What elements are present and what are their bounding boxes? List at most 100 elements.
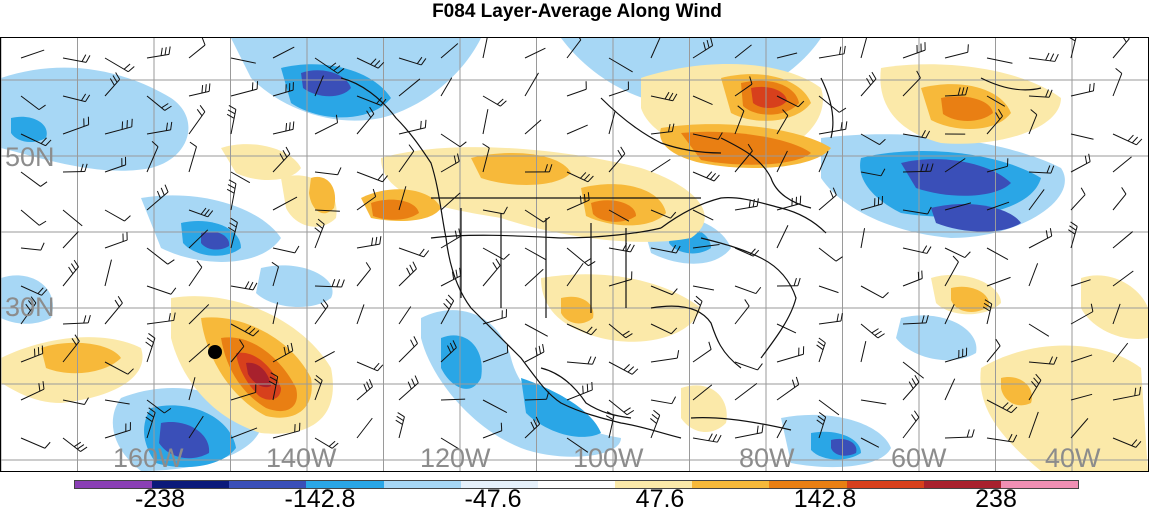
wind-barb bbox=[189, 105, 205, 134]
wind-barb bbox=[63, 315, 90, 324]
wind-barb bbox=[63, 438, 87, 452]
color-scale-labels: -238 -142.8 -47.6 47.6 142.8 238 bbox=[0, 487, 1154, 511]
wind-barb bbox=[189, 83, 210, 96]
wind-barb bbox=[63, 55, 90, 63]
scale-label: -47.6 bbox=[465, 487, 522, 511]
wind-barb bbox=[777, 225, 788, 248]
wind-barb bbox=[483, 96, 506, 106]
wind-barb bbox=[441, 438, 460, 449]
location-marker bbox=[208, 345, 222, 359]
wind-barb bbox=[651, 350, 679, 362]
wind-barb bbox=[903, 42, 925, 58]
wind-barb bbox=[399, 307, 411, 324]
wind-barb bbox=[945, 44, 968, 58]
wind-barb bbox=[63, 210, 82, 226]
wind-barb bbox=[777, 346, 804, 362]
wind-barb bbox=[441, 268, 461, 286]
wind-barb bbox=[861, 286, 889, 298]
scale-label: 238 bbox=[975, 487, 1017, 511]
wind-barb bbox=[1068, 222, 1077, 248]
wind-barb bbox=[817, 338, 826, 362]
wind-barb bbox=[399, 120, 426, 134]
wind-barb bbox=[147, 286, 176, 294]
wind-barb bbox=[273, 121, 294, 134]
wind-barb bbox=[357, 379, 372, 400]
wind-barb bbox=[567, 125, 588, 134]
weather-map: 50N 30N 160W 140W 120W 100W 80W 60W 40W bbox=[0, 37, 1149, 472]
wind-barb bbox=[693, 172, 719, 181]
wind-barb bbox=[231, 281, 257, 289]
wind-barb bbox=[1029, 228, 1052, 248]
wind-barb bbox=[227, 105, 236, 134]
wind-barb bbox=[1113, 187, 1126, 210]
wind-barb bbox=[861, 324, 885, 338]
wind-barb bbox=[567, 81, 586, 96]
wind-barb bbox=[777, 377, 799, 400]
wind-barb bbox=[525, 48, 545, 58]
wind-barb bbox=[693, 434, 721, 443]
wind-barb bbox=[441, 229, 461, 248]
wind-barb bbox=[651, 159, 670, 172]
wind-barb bbox=[357, 304, 364, 324]
wind-barb bbox=[903, 362, 924, 378]
wind-barb bbox=[357, 236, 381, 248]
wind-barb bbox=[1113, 68, 1122, 96]
wind-barb bbox=[147, 313, 175, 324]
wind-barb bbox=[483, 259, 500, 286]
wind-barb bbox=[819, 286, 838, 293]
chart-title: F084 Layer-Average Along Wind bbox=[0, 0, 1154, 24]
scale-label: 142.8 bbox=[794, 487, 857, 511]
wind-barb bbox=[860, 38, 867, 58]
wind-barb bbox=[399, 336, 417, 362]
wind-barb bbox=[1071, 83, 1094, 96]
wind-barb bbox=[861, 228, 865, 248]
wind-barb bbox=[1029, 324, 1049, 336]
wind-barb bbox=[819, 400, 839, 415]
wind-barb bbox=[396, 413, 405, 438]
wind-barb bbox=[861, 400, 886, 404]
wind-barb bbox=[441, 134, 466, 147]
scale-label: -142.8 bbox=[285, 487, 356, 511]
wind-barb bbox=[315, 438, 338, 448]
wind-barb bbox=[567, 356, 596, 364]
wind-barb bbox=[483, 109, 488, 134]
wind-barb bbox=[21, 210, 46, 225]
wind-barb bbox=[1029, 263, 1038, 286]
wind-barb bbox=[63, 232, 78, 248]
wind-barb bbox=[819, 313, 842, 324]
wind-barb bbox=[357, 262, 371, 286]
wind-barb bbox=[357, 172, 388, 182]
wind-barb bbox=[1029, 53, 1058, 61]
wind-barb bbox=[693, 342, 711, 362]
wind-barb bbox=[945, 248, 970, 258]
wind-barb bbox=[105, 58, 134, 72]
wind-barb bbox=[1071, 188, 1085, 210]
wind-barb bbox=[735, 299, 749, 324]
wind-barb bbox=[105, 296, 122, 324]
wind-barb bbox=[357, 362, 383, 371]
wind-barb bbox=[861, 341, 866, 362]
wind-barb bbox=[273, 246, 299, 253]
wind-barb bbox=[819, 46, 845, 58]
wind-barb bbox=[987, 277, 1011, 286]
wind-barb bbox=[1113, 38, 1129, 58]
scale-label: -238 bbox=[135, 487, 185, 511]
wind-barb bbox=[525, 344, 544, 362]
wind-barb bbox=[987, 58, 1012, 63]
wind-barb bbox=[105, 210, 130, 221]
wind-barb bbox=[399, 376, 418, 400]
wind-barb bbox=[525, 269, 543, 286]
wind-barb bbox=[189, 261, 202, 286]
wind-barb bbox=[315, 167, 341, 174]
wind-barb bbox=[819, 248, 843, 261]
wind-barb bbox=[609, 111, 615, 134]
wind-barb bbox=[945, 429, 974, 438]
wind-barb bbox=[945, 379, 955, 400]
wind-barb bbox=[903, 246, 931, 254]
wind-barb bbox=[189, 38, 205, 58]
map-canvas bbox=[1, 38, 1148, 471]
wind-barb bbox=[483, 38, 488, 58]
wind-barb bbox=[1113, 157, 1132, 172]
wind-barb bbox=[861, 72, 876, 96]
wind-barb bbox=[147, 46, 170, 58]
